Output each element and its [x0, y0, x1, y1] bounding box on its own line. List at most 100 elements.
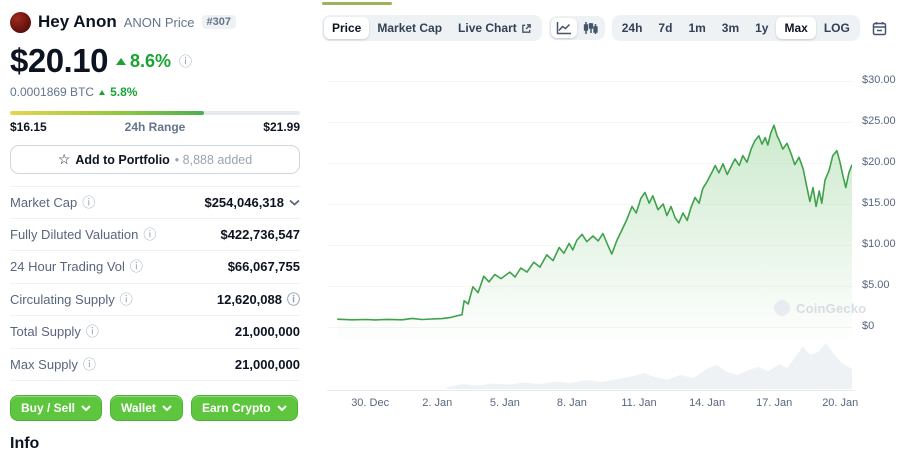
- range-high: $21.99: [263, 120, 300, 134]
- stat-label: 24 Hour Trading Vol: [10, 259, 125, 275]
- active-tab-indicator: [322, 2, 392, 5]
- range-1y[interactable]: 1y: [747, 17, 776, 39]
- triangle-up-icon: [115, 57, 126, 65]
- info-icon[interactable]: ⓘ: [82, 194, 96, 210]
- x-axis-tick: 5. Jan: [489, 397, 520, 409]
- y-axis-tick: $15.00: [862, 197, 896, 209]
- tab-label: Live Chart: [458, 21, 517, 35]
- chevron-down-icon: [276, 405, 287, 411]
- stat-label: Circulating Supply: [10, 291, 115, 307]
- info-icon[interactable]: ⓘ: [178, 53, 192, 69]
- coingecko-watermark: CoinGecko: [774, 300, 866, 316]
- btc-price-row: 0.0001869 BTC 5.8%: [10, 85, 300, 99]
- chart-panel: Price Market Cap Live Chart 24h 7d 1m 3m…: [322, 0, 900, 419]
- wallet-button[interactable]: Wallet: [110, 395, 183, 421]
- coin-header: Hey Anon ANON Price #307: [10, 10, 300, 34]
- info-icon[interactable]: ⓘ: [85, 324, 99, 340]
- price-chart-plot[interactable]: [327, 55, 852, 390]
- button-label: Wallet: [121, 401, 156, 415]
- x-axis-tick: 20. Jan: [822, 397, 859, 409]
- stat-value: $422,736,547: [220, 226, 300, 242]
- range-1m[interactable]: 1m: [680, 17, 713, 39]
- stat-value: 21,000,000: [234, 356, 300, 372]
- range-label: 24h Range: [124, 120, 186, 134]
- gridline: [327, 204, 852, 205]
- price-line-chart[interactable]: [327, 55, 852, 390]
- line-chart-icon[interactable]: [550, 18, 577, 38]
- y-axis-tick: $20.00: [862, 156, 896, 168]
- x-axis-line: [327, 390, 854, 391]
- range-24h: $16.15 24h Range $21.99: [10, 111, 300, 134]
- x-axis-tick: 11. Jan: [621, 397, 657, 409]
- stat-row-max-supply: Max Supply ⓘ 21,000,000: [10, 349, 300, 381]
- time-range-group: 24h 7d 1m 3m 1y Max LOG: [611, 15, 860, 41]
- price-line: [337, 124, 852, 321]
- triangle-up-icon: [99, 89, 106, 95]
- range-max[interactable]: Max: [776, 17, 816, 39]
- price-change: 8.6%: [115, 51, 171, 72]
- stat-label: Fully Diluted Valuation: [10, 226, 139, 242]
- button-label: Earn Crypto: [201, 401, 271, 415]
- x-axis-tick: 30. Dec: [351, 397, 390, 409]
- tab-live-chart[interactable]: Live Chart: [450, 17, 540, 39]
- stat-row-circulating-supply: Circulating Supply ⓘ 12,620,088 ⓘ: [10, 284, 300, 316]
- external-link-icon: [521, 23, 531, 33]
- info-icon[interactable]: ⓘ: [143, 226, 157, 242]
- btc-change-pct: 5.8%: [110, 85, 138, 99]
- tab-market-cap[interactable]: Market Cap: [369, 17, 450, 39]
- info-icon[interactable]: ⓘ: [129, 259, 143, 275]
- log-scale-toggle[interactable]: LOG: [816, 17, 858, 39]
- current-price: $20.10: [10, 42, 108, 79]
- calendar-icon[interactable]: [867, 18, 892, 39]
- range-3m[interactable]: 3m: [714, 17, 747, 39]
- watermark-text: CoinGecko: [796, 300, 867, 316]
- gridline: [327, 81, 852, 82]
- info-icon[interactable]: ⓘ: [82, 356, 96, 372]
- range-track: [10, 111, 300, 115]
- chart-tabs-group: Price Market Cap Live Chart: [322, 15, 542, 41]
- y-axis-tick: $30.00: [862, 74, 896, 86]
- stat-row-fdv: Fully Diluted Valuation ⓘ $422,736,547: [10, 219, 300, 251]
- price-row: $20.10 8.6% ⓘ: [10, 42, 300, 80]
- tab-price[interactable]: Price: [324, 17, 370, 39]
- coingecko-logo-icon: [774, 300, 790, 316]
- range-24h[interactable]: 24h: [614, 17, 651, 39]
- coin-summary-panel: Hey Anon ANON Price #307 $20.10 8.6% ⓘ 0…: [10, 10, 300, 453]
- price-area-fill: [337, 125, 852, 345]
- stat-value: $254,046,318: [204, 194, 284, 210]
- buy-sell-button[interactable]: Buy / Sell: [10, 395, 103, 421]
- chevron-down-icon[interactable]: [289, 199, 300, 206]
- portfolio-label: Add to Portfolio: [75, 152, 170, 167]
- chevron-down-icon: [162, 405, 172, 411]
- stat-row-market-cap: Market Cap ⓘ $254,046,318: [10, 186, 300, 219]
- btc-price: 0.0001869 BTC: [10, 85, 95, 99]
- portfolio-added-count: • 8,888 added: [174, 152, 253, 167]
- y-axis-tick: $25.00: [862, 115, 896, 127]
- gridline: [327, 122, 852, 123]
- y-axis-tick: $0: [862, 320, 875, 332]
- range-7d[interactable]: 7d: [650, 17, 680, 39]
- range-low: $16.15: [10, 120, 47, 134]
- coin-name: Hey Anon: [38, 12, 117, 31]
- info-icon[interactable]: ⓘ: [119, 291, 133, 307]
- stat-label: Total Supply: [10, 324, 81, 340]
- range-fill: [10, 111, 205, 115]
- coin-logo: [10, 11, 31, 33]
- chart-type-group: [548, 16, 605, 40]
- button-label: Buy / Sell: [21, 401, 76, 415]
- gridline: [327, 163, 852, 164]
- x-axis-tick: 2. Jan: [422, 397, 453, 409]
- info-icon[interactable]: ⓘ: [286, 291, 300, 307]
- chart-toolbar: Price Market Cap Live Chart 24h 7d 1m 3m…: [322, 15, 900, 41]
- stat-label: Max Supply: [10, 356, 78, 372]
- earn-crypto-button[interactable]: Earn Crypto: [190, 395, 298, 421]
- star-icon: ☆: [57, 151, 71, 167]
- coin-symbol-price-label: ANON Price: [123, 14, 195, 30]
- stats-table: Market Cap ⓘ $254,046,318 Fully Diluted V…: [10, 186, 300, 381]
- info-section-heading: Info: [10, 435, 40, 452]
- y-axis-tick: $10.00: [862, 238, 896, 250]
- add-to-portfolio-button[interactable]: ☆ Add to Portfolio • 8,888 added: [10, 145, 300, 174]
- x-axis-tick: 17. Jan: [756, 397, 793, 409]
- volume-area: [446, 343, 852, 389]
- candlestick-chart-icon[interactable]: [577, 18, 603, 38]
